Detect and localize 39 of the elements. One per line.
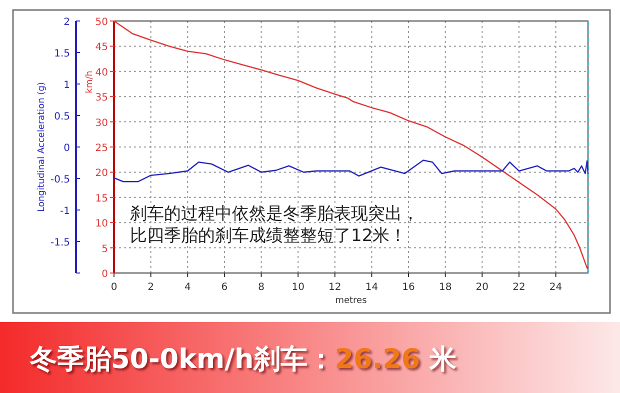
x-tick-label: 2 bbox=[148, 282, 154, 293]
y-tick-label: 25 bbox=[95, 143, 108, 154]
x-tick-label: 14 bbox=[365, 282, 378, 293]
line-series bbox=[114, 160, 589, 182]
y-tick-label: 50 bbox=[95, 17, 108, 28]
x-tick-label: 20 bbox=[476, 282, 489, 293]
y2-tick-label: -1.5 bbox=[50, 238, 70, 248]
y2-tick-label: 0.5 bbox=[54, 112, 70, 122]
x-tick-label: 10 bbox=[292, 282, 304, 293]
y2-axis-title: Longitudinal Acceleration (g) bbox=[37, 82, 47, 212]
y-tick-label: 40 bbox=[95, 67, 108, 78]
y-tick-label: 0 bbox=[102, 269, 108, 280]
x-tick-label: 24 bbox=[549, 282, 562, 293]
y-tick-label: 20 bbox=[95, 168, 108, 180]
annotation: 刹车的过程中依然是冬季胎表现突出， bbox=[130, 204, 419, 224]
y-tick-label: 5 bbox=[102, 244, 108, 255]
y-axis-title: km/h bbox=[85, 70, 95, 94]
x-tick-label: 22 bbox=[512, 282, 526, 293]
text: 冬季胎50-0km/h刹车：26.26 米 bbox=[29, 344, 457, 375]
x-tick-label: 8 bbox=[258, 282, 264, 293]
y2-tick-label: 1.5 bbox=[54, 48, 70, 60]
y2-tick-label: 2 bbox=[64, 17, 70, 28]
x-tick-label: 0 bbox=[110, 282, 118, 293]
y-tick-label: 15 bbox=[95, 193, 108, 204]
y-tick-label: 10 bbox=[95, 218, 108, 230]
y-tick-label: 45 bbox=[95, 42, 108, 54]
y-tick-label: 30 bbox=[95, 118, 108, 129]
x-axis-title: metres bbox=[335, 296, 368, 306]
x-tick-label: 12 bbox=[328, 282, 342, 293]
y2-tick-label: 0 bbox=[64, 143, 70, 154]
y2-tick-label: 1 bbox=[64, 80, 70, 91]
x-tick-label: 16 bbox=[402, 282, 415, 293]
annotation: 比四季胎的刹车成绩整整短了12米！ bbox=[130, 226, 407, 246]
y-tick-label: 35 bbox=[95, 92, 108, 104]
y2-tick-label: -0.5 bbox=[50, 174, 70, 186]
x-tick-label: 18 bbox=[438, 282, 452, 293]
x-tick-label: 6 bbox=[221, 282, 228, 293]
y2-tick-label: -1 bbox=[60, 206, 70, 217]
x-tick-label: 4 bbox=[184, 282, 191, 293]
